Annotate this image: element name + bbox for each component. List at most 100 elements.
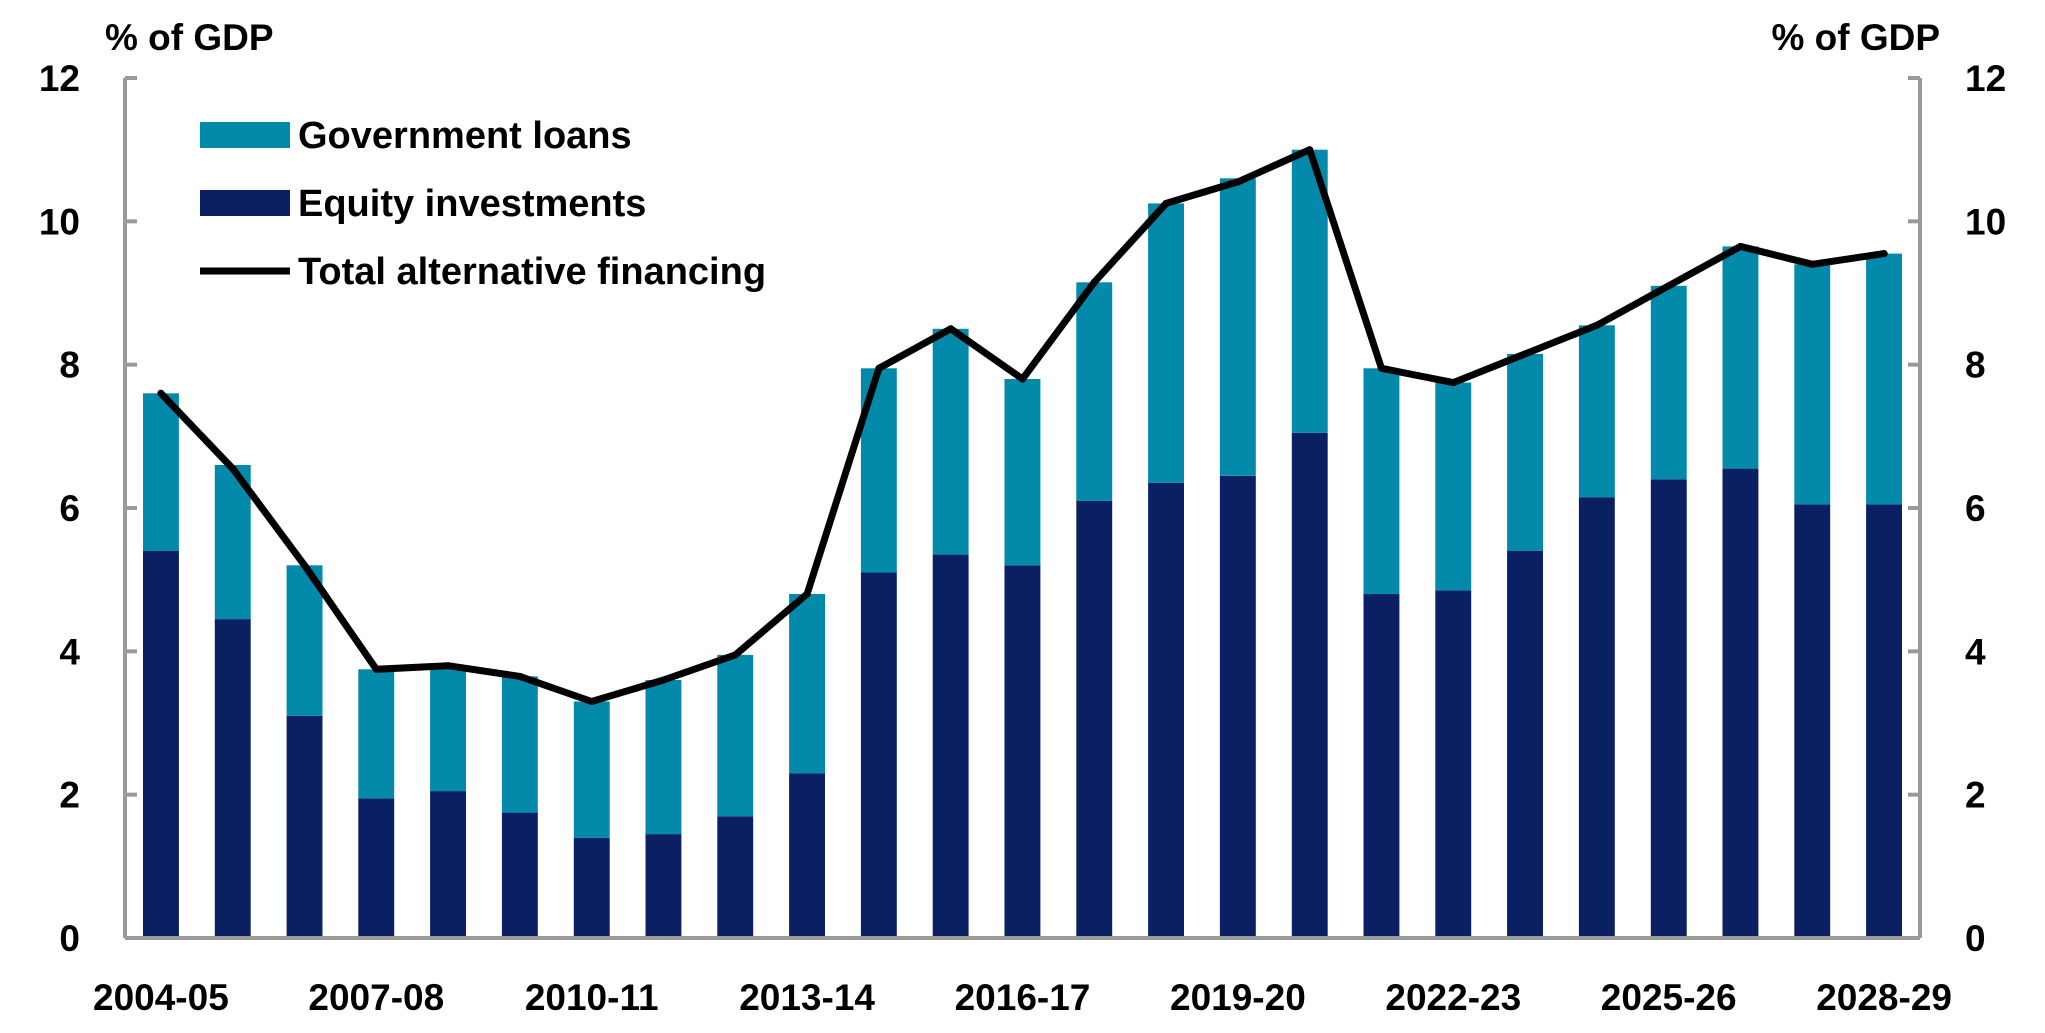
bar-equity-investments-2024-25 (1578, 497, 1615, 938)
line-point-2026-27 (1737, 242, 1744, 250)
line-point-2020-21 (1306, 146, 1314, 154)
line-point-2012-13 (731, 651, 739, 659)
y-tick-label-left-10: 10 (39, 201, 80, 242)
line-point-2010-11 (588, 698, 596, 705)
line-point-2009-10 (516, 672, 524, 680)
bar-government-loans-2023-24 (1507, 353, 1543, 551)
bar-government-loans-2021-22 (1363, 368, 1400, 595)
y-tick-label-left-6: 6 (59, 488, 80, 529)
line-point-2017-18 (1090, 278, 1098, 286)
line-point-2027-28 (1808, 260, 1816, 268)
bar-equity-investments-2025-26 (1650, 479, 1687, 938)
bar-equity-investments-2004-05 (143, 551, 179, 938)
bar-government-loans-2013-14 (789, 594, 825, 774)
y-tick-label-right-2: 2 (1965, 775, 1986, 816)
axes-group (123, 76, 1922, 940)
bar-equity-investments-2028-29 (1866, 504, 1902, 938)
bar-equity-investments-2005-06 (214, 619, 251, 938)
x-tick-label-2025-26: 2025-26 (1601, 977, 1737, 1018)
bar-government-loans-2028-29 (1866, 253, 1902, 505)
line-point-2023-24 (1521, 350, 1529, 358)
bar-equity-investments-2027-28 (1794, 504, 1831, 938)
x-tick-label-2022-23: 2022-23 (1385, 977, 1521, 1018)
line-point-2019-20 (1234, 178, 1242, 186)
y-tick-label-left-2: 2 (59, 775, 80, 816)
bar-equity-investments-2022-23 (1435, 590, 1472, 938)
bar-government-loans-2026-27 (1722, 246, 1759, 469)
bar-government-loans-2006-07 (286, 565, 323, 716)
bar-equity-investments-2007-08 (358, 798, 395, 939)
y-tick-label-left-4: 4 (59, 631, 80, 672)
bar-equity-investments-2009-10 (501, 812, 538, 938)
bars-group (143, 149, 1902, 939)
line-point-2015-16 (947, 325, 955, 333)
bar-equity-investments-2019-20 (1219, 475, 1256, 939)
line-point-2005-06 (229, 465, 237, 473)
bar-government-loans-2018-19 (1148, 203, 1184, 483)
bar-equity-investments-2006-07 (286, 715, 323, 938)
x-tick-label-2004-05: 2004-05 (93, 977, 229, 1018)
bar-government-loans-2009-10 (501, 676, 538, 813)
y-tick-label-left-8: 8 (59, 345, 80, 386)
bar-government-loans-2015-16 (932, 328, 969, 555)
line-point-2022-23 (1449, 379, 1457, 387)
y-tick-label-right-0: 0 (1965, 918, 1986, 959)
y-tick-label-right-10: 10 (1965, 201, 2006, 242)
y-tick-label-right-4: 4 (1965, 631, 1986, 672)
bar-equity-investments-2020-21 (1291, 432, 1328, 939)
line-point-2025-26 (1665, 282, 1673, 290)
line-point-2011-12 (660, 676, 667, 684)
legend: Government loans Equity investments Tota… (200, 115, 766, 293)
bar-government-loans-2008-09 (430, 665, 466, 792)
bar-equity-investments-2018-19 (1148, 482, 1184, 938)
bar-government-loans-2016-17 (1004, 379, 1041, 566)
bar-equity-investments-2014-15 (860, 572, 897, 938)
bar-government-loans-2027-28 (1794, 264, 1831, 505)
x-tick-label-2028-29: 2028-29 (1816, 977, 1952, 1018)
bar-equity-investments-2008-09 (430, 791, 466, 938)
x-axis-ticks: 2004-05 2007-08 2010-11 2013-14 2016-17 2019-… (93, 977, 1952, 1018)
bar-equity-investments-2010-11 (573, 837, 610, 938)
y-axis-left-ticks: 0 2 4 6 8 10 12 (39, 58, 81, 959)
bar-government-loans-2025-26 (1650, 285, 1687, 480)
x-tick-label-2016-17: 2016-17 (955, 977, 1091, 1018)
bar-government-loans-2010-11 (573, 701, 610, 838)
line-point-2007-08 (372, 665, 380, 673)
line-point-2028-29 (1880, 250, 1888, 258)
bar-government-loans-2024-25 (1578, 325, 1615, 498)
y-tick-label-right-8: 8 (1965, 345, 1986, 386)
line-point-2006-07 (301, 561, 308, 569)
line-point-2008-09 (444, 662, 452, 670)
line-point-2016-17 (1019, 375, 1026, 383)
bar-equity-investments-2023-24 (1507, 551, 1543, 938)
x-tick-label-2013-14: 2013-14 (739, 977, 875, 1018)
y-tick-label-left-0: 0 (59, 918, 80, 959)
legend-label-total-alternative-financing: Total alternative financing (298, 251, 766, 293)
bar-government-loans-2017-18 (1076, 282, 1113, 501)
bar-government-loans-2019-20 (1219, 178, 1256, 476)
y-axis-right-unit: % of GDP (1771, 17, 1940, 58)
legend-label-equity-investments: Equity investments (298, 183, 646, 225)
line-point-2018-19 (1162, 199, 1170, 207)
bar-equity-investments-2016-17 (1004, 565, 1041, 938)
bar-government-loans-2012-13 (717, 654, 754, 817)
legend-swatch-equity-investments (200, 190, 290, 216)
y-tick-label-right-12: 12 (1965, 58, 2006, 99)
total-line-group (157, 146, 1888, 705)
bar-equity-investments-2011-12 (645, 834, 682, 938)
line-point-2021-22 (1378, 364, 1385, 372)
bar-equity-investments-2026-27 (1722, 468, 1759, 938)
y-tick-label-left-12: 12 (39, 58, 80, 99)
bar-equity-investments-2015-16 (932, 554, 969, 938)
bar-government-loans-2004-05 (143, 393, 179, 551)
x-tick-label-2007-08: 2007-08 (308, 977, 444, 1018)
bar-equity-investments-2021-22 (1363, 594, 1400, 938)
line-point-2004-05 (157, 389, 165, 397)
bar-government-loans-2007-08 (358, 669, 395, 799)
y-axis-right-ticks: 0 2 4 6 8 10 12 (1965, 58, 2006, 959)
bar-government-loans-2005-06 (214, 465, 251, 620)
bar-government-loans-2022-23 (1435, 382, 1472, 591)
y-tick-label-right-6: 6 (1965, 488, 1986, 529)
line-point-2024-25 (1593, 321, 1601, 329)
